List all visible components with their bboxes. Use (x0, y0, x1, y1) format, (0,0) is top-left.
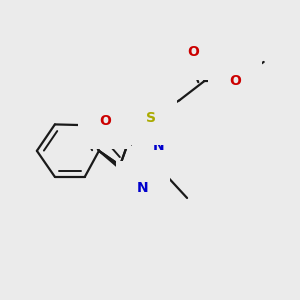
Text: O: O (187, 45, 199, 59)
Text: N: N (152, 139, 164, 153)
Text: N: N (137, 182, 149, 195)
Text: O: O (229, 74, 241, 88)
Text: S: S (146, 110, 156, 124)
Text: O: O (99, 114, 111, 128)
